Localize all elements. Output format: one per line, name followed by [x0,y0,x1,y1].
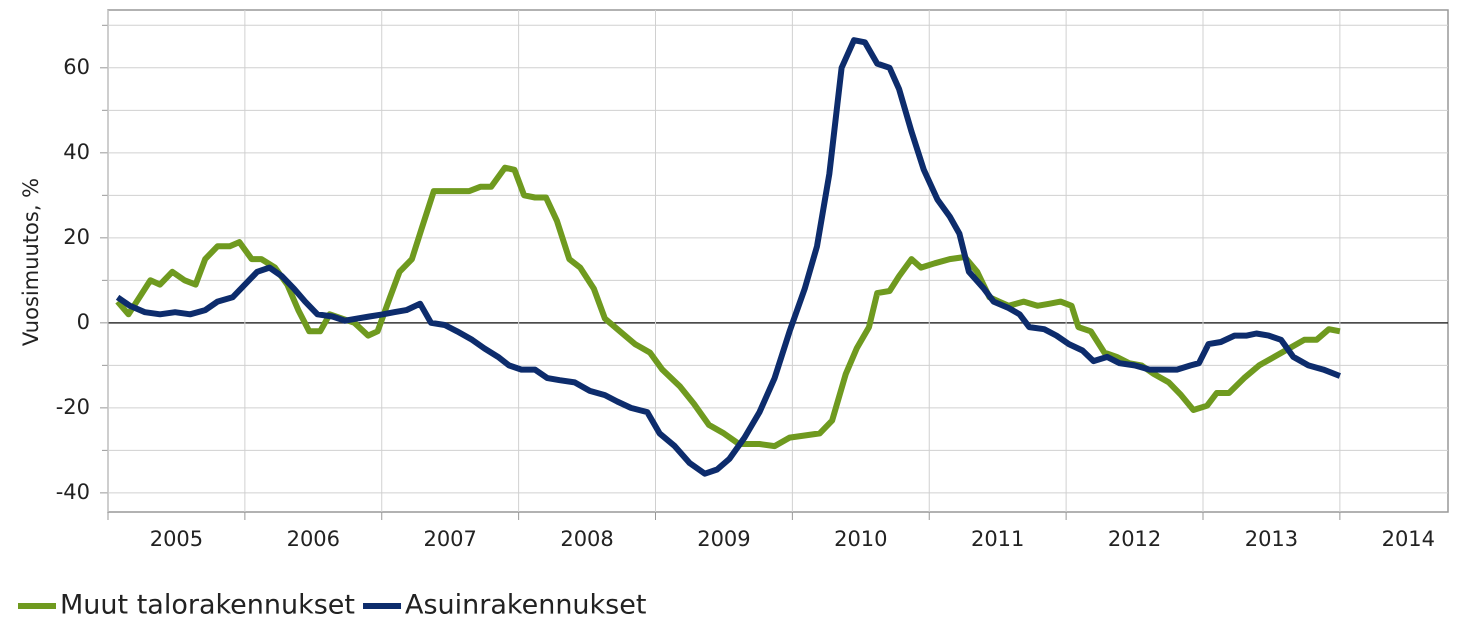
x-tick-label: 2007 [423,527,476,551]
y-tick-label: 60 [63,55,90,79]
y-axis-title: Vuosimuutos, % [19,178,43,346]
series-line [115,164,1341,450]
x-tick-label: 2005 [150,527,203,551]
series-line [115,37,1341,477]
plot-area [107,9,1449,513]
legend-label: Muut talorakennukset [60,590,355,621]
x-tick-label: 2006 [287,527,340,551]
x-tick-label: 2014 [1382,527,1435,551]
x-tick-label: 2009 [697,527,750,551]
x-tick-label: 2008 [560,527,613,551]
y-tick-label: 0 [77,310,90,334]
x-tick-label: 2013 [1245,527,1298,551]
legend-label: Asuinrakennukset [405,590,646,621]
x-tick-label: 2010 [834,527,887,551]
y-tick-label: 20 [63,225,90,249]
y-tick-label: -20 [56,395,90,419]
x-tick-label: 2011 [971,527,1024,551]
x-tick-label: 2012 [1108,527,1161,551]
y-tick-label: -40 [56,480,90,504]
y-tick-label: 40 [63,140,90,164]
